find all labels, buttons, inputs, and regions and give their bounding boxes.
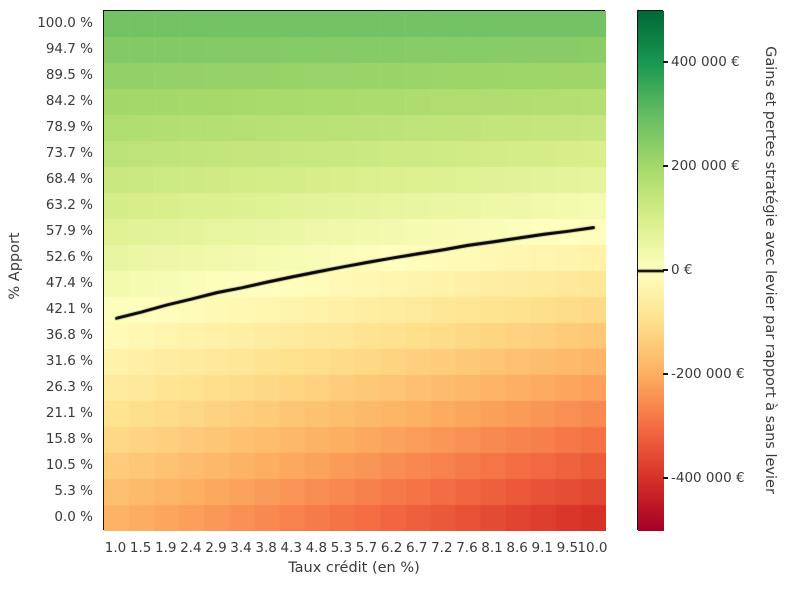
colorbar-tick-label: 400 000 € xyxy=(671,54,740,70)
x-tick-label: 3.4 xyxy=(230,540,252,556)
x-tick-label: 8.1 xyxy=(481,540,503,556)
x-tick-label: 9.1 xyxy=(531,540,553,556)
x-tick-label: 1.0 xyxy=(104,540,127,556)
colorbar-tick-mark xyxy=(663,373,668,375)
colorbar-tick-label: -400 000 € xyxy=(671,470,745,486)
y-tick-label: 52.6 % xyxy=(45,249,93,265)
colorbar-tick-label: 0 € xyxy=(671,262,693,278)
colorbar xyxy=(637,10,664,531)
x-tick-label: 6.7 xyxy=(406,540,428,556)
x-tick-label: 4.3 xyxy=(280,540,302,556)
y-tick-label: 26.3 % xyxy=(45,379,93,395)
heatmap-canvas xyxy=(104,11,606,531)
y-tick-label: 0.0 % xyxy=(54,509,93,525)
x-tick-label: 6.2 xyxy=(380,540,403,556)
x-tick-label: 2.9 xyxy=(205,540,227,556)
y-tick-label: 73.7 % xyxy=(45,145,93,161)
y-tick-label: 42.1 % xyxy=(45,301,93,317)
x-axis-label: Taux crédit (en %) xyxy=(288,560,420,576)
y-tick-label: 94.7 % xyxy=(45,41,93,57)
y-axis-label: % Apport xyxy=(7,232,23,300)
y-tick-label: 78.9 % xyxy=(45,119,93,135)
y-tick-label: 63.2 % xyxy=(45,197,93,213)
y-tick-label: 57.9 % xyxy=(45,223,93,239)
x-tick-label: 4.8 xyxy=(305,540,328,556)
y-tick-label: 21.1 % xyxy=(45,405,93,421)
colorbar-tick-mark xyxy=(663,269,668,271)
y-tick-label: 36.8 % xyxy=(45,327,93,343)
x-tick-label: 1.5 xyxy=(129,540,152,556)
x-tick-label: 2.4 xyxy=(180,540,202,556)
y-tick-label: 89.5 % xyxy=(45,67,93,83)
x-tick-label: 3.8 xyxy=(255,540,277,556)
colorbar-tick-label: -200 000 € xyxy=(671,366,745,382)
colorbar-gradient-canvas xyxy=(638,11,664,531)
y-tick-label: 31.6 % xyxy=(45,353,93,369)
x-tick-label: 7.2 xyxy=(431,540,453,556)
y-tick-label: 15.8 % xyxy=(45,431,93,447)
x-tick-label: 1.9 xyxy=(155,540,177,556)
y-tick-label: 10.5 % xyxy=(45,457,93,473)
y-tick-label: 84.2 % xyxy=(45,93,93,109)
colorbar-tick-mark xyxy=(663,165,668,167)
x-tick-label: 5.3 xyxy=(330,540,353,556)
heatmap-plot-area xyxy=(103,10,606,531)
y-tick-label: 5.3 % xyxy=(54,483,93,499)
x-tick-label: 7.6 xyxy=(456,540,478,556)
x-tick-label: 9.5 xyxy=(556,540,579,556)
y-tick-label: 47.4 % xyxy=(45,275,93,291)
colorbar-tick-label: 200 000 € xyxy=(671,158,740,174)
y-tick-label: 100.0 % xyxy=(37,15,93,31)
colorbar-tick-mark xyxy=(663,477,668,479)
x-tick-label: 10.0 xyxy=(577,540,608,556)
x-tick-label: 5.7 xyxy=(355,540,378,556)
x-tick-label: 8.6 xyxy=(506,540,528,556)
colorbar-tick-mark xyxy=(663,61,668,63)
y-tick-label: 68.4 % xyxy=(45,171,93,187)
colorbar-label: Gains et pertes stratégie avec levier pa… xyxy=(762,46,778,494)
